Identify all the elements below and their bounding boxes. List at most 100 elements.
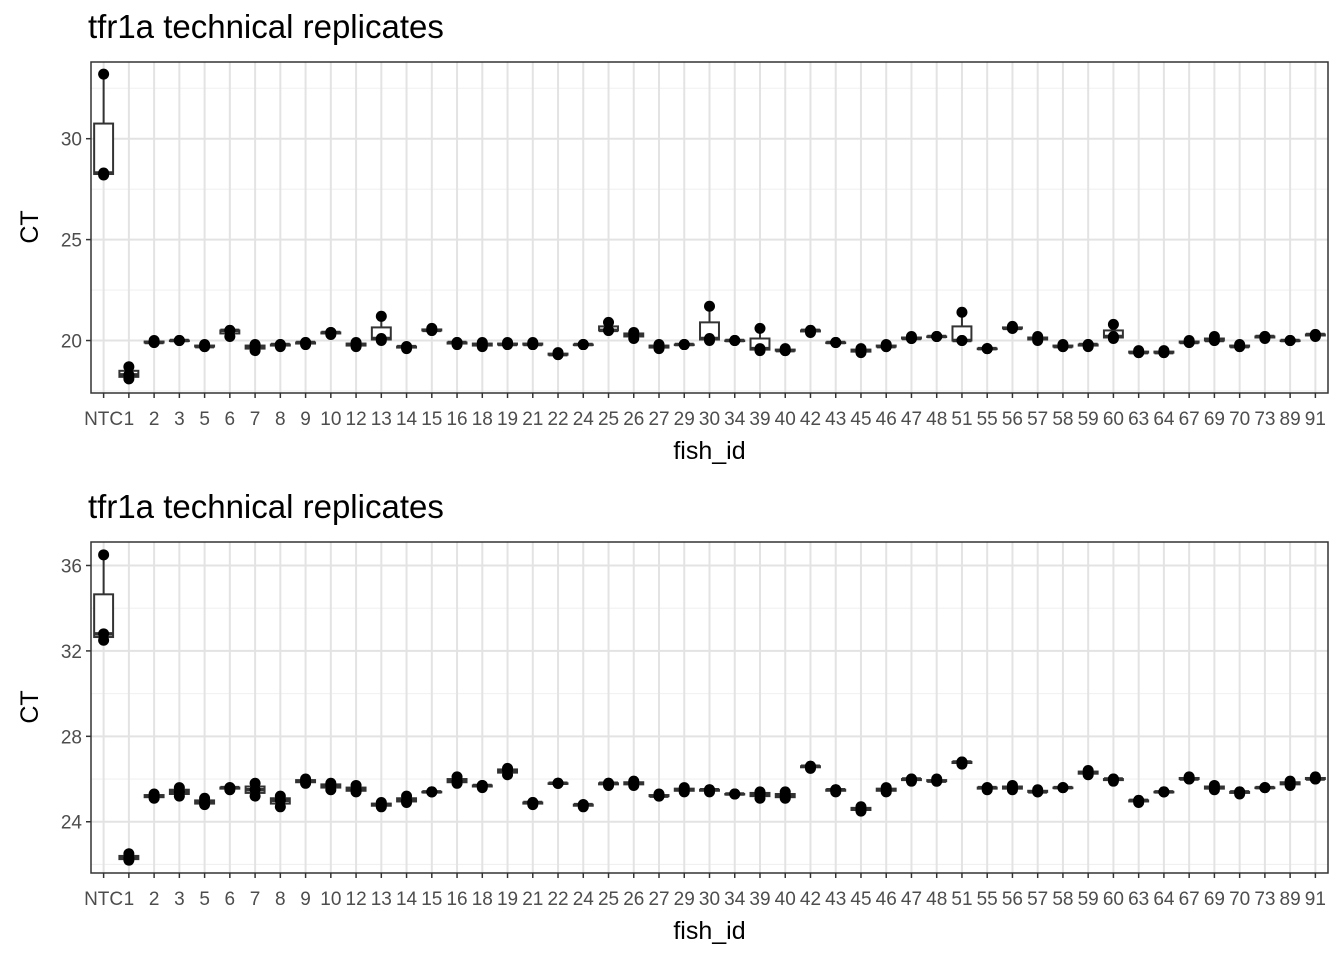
data-point (274, 794, 286, 806)
chart-2-title: tfr1a technical replicates (88, 488, 444, 525)
data-point (476, 339, 488, 351)
x-tick-label: 30 (699, 889, 720, 910)
data-point (956, 335, 968, 347)
data-point (1208, 782, 1220, 794)
data-point (1107, 773, 1119, 785)
box-25 (598, 777, 619, 791)
x-tick-label: 59 (1078, 889, 1099, 910)
box-51 (951, 756, 973, 770)
x-tick-label: 8 (275, 889, 286, 910)
x-tick-label: 60 (1103, 889, 1124, 910)
data-point (173, 335, 185, 347)
x-tick-label: 42 (800, 889, 821, 910)
data-point (552, 777, 564, 789)
box-9 (295, 337, 317, 351)
box-42 (800, 760, 821, 774)
x-tick-label: 29 (674, 409, 695, 430)
box-6 (219, 324, 241, 342)
x-tick-label: 29 (674, 889, 695, 910)
data-point (1183, 337, 1195, 349)
box-3 (168, 335, 190, 347)
x-tick-label: 14 (396, 889, 418, 910)
x-tick-label: 22 (547, 889, 568, 910)
data-point (1234, 341, 1246, 353)
box-3 (168, 782, 190, 802)
x-tick-label: 14 (396, 409, 418, 430)
box-89 (1279, 335, 1301, 347)
data-point (830, 337, 842, 349)
box-34 (724, 335, 746, 347)
data-point (123, 361, 135, 373)
data-point (603, 777, 615, 789)
data-point (577, 339, 589, 351)
box-48 (926, 773, 948, 787)
x-tick-label: 27 (648, 889, 669, 910)
box-45 (850, 343, 872, 359)
x-tick-label: 2 (149, 409, 160, 430)
x-tick-label: 67 (1179, 409, 1200, 430)
box-55 (976, 343, 998, 355)
box-21 (522, 797, 544, 811)
box-5 (194, 792, 216, 811)
box-NTC (93, 549, 115, 646)
x-tick-label: 18 (472, 889, 493, 910)
data-point (704, 335, 715, 347)
data-point (1284, 335, 1296, 347)
box-26 (623, 326, 645, 345)
data-point (1082, 767, 1094, 779)
data-point (1284, 777, 1296, 789)
data-point (426, 786, 438, 798)
data-point (678, 784, 690, 796)
x-tick-label: 24 (573, 409, 595, 430)
data-point (981, 782, 993, 794)
y-tick-label: 30 (61, 130, 82, 151)
x-axis-title: fish_id (673, 917, 745, 945)
data-point (1133, 347, 1145, 359)
box-10 (320, 777, 342, 796)
box-30 (699, 784, 720, 798)
data-point (1057, 782, 1069, 794)
y-tick-label: 28 (61, 727, 82, 748)
box-89 (1279, 775, 1301, 791)
y-tick-label: 24 (61, 813, 83, 834)
x-tick-label: 39 (749, 889, 770, 910)
x-tick-label: 64 (1153, 889, 1175, 910)
data-point (956, 756, 968, 768)
y-tick-label: 20 (61, 332, 82, 353)
x-tick-label: 58 (1052, 409, 1073, 430)
x-tick-label: 30 (699, 409, 720, 430)
box-6 (219, 782, 241, 796)
data-point (603, 316, 615, 328)
x-tick-label: 25 (598, 409, 619, 430)
data-point (173, 786, 185, 798)
data-point (1133, 794, 1145, 806)
box-63 (1128, 794, 1150, 809)
box-60 (1102, 773, 1124, 787)
data-point (779, 790, 791, 802)
y-tick-label: 25 (61, 231, 82, 252)
box-56 (1001, 779, 1023, 796)
x-tick-label: 46 (876, 889, 897, 910)
x-tick-label: 5 (199, 409, 210, 430)
x-tick-label: 10 (320, 889, 341, 910)
data-point (1082, 339, 1094, 351)
data-point (956, 306, 968, 318)
box-24 (572, 799, 594, 813)
box-29 (673, 782, 695, 798)
data-point (375, 799, 387, 811)
x-tick-label: 24 (573, 889, 595, 910)
data-point (754, 343, 766, 355)
x-tick-label: 70 (1229, 889, 1250, 910)
data-point (375, 333, 387, 345)
box-69 (1203, 779, 1225, 796)
x-tick-label: 12 (346, 409, 367, 430)
x-tick-label: 18 (472, 409, 493, 430)
x-tick-label: 40 (775, 409, 796, 430)
x-tick-label: 45 (850, 409, 871, 430)
x-tick-label: 58 (1052, 889, 1073, 910)
box-19 (497, 762, 519, 781)
box-12 (345, 337, 367, 353)
box-8 (269, 339, 291, 353)
box-18 (471, 337, 493, 353)
